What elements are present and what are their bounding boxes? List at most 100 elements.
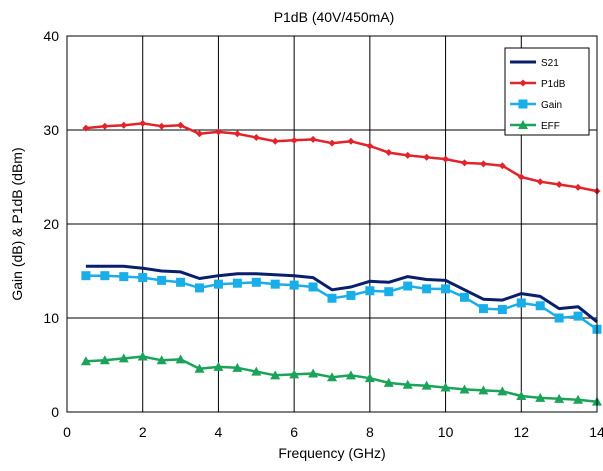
data-point-eff [118, 353, 129, 363]
data-point-p1db [196, 130, 203, 138]
data-point-gain [573, 311, 583, 321]
data-point-eff [156, 355, 167, 365]
data-point-gain [497, 305, 507, 315]
data-point-eff [402, 379, 413, 389]
y-axis-label: Gain (dB) & P1dB (dBm) [9, 147, 25, 300]
series-gain [81, 271, 602, 334]
legend-swatch-marker [518, 99, 528, 109]
x-tick-label: 0 [63, 424, 71, 440]
data-point-gain [365, 286, 375, 296]
data-point-gain [403, 281, 413, 291]
legend-items: S21 P1dB Gain EFF [510, 58, 566, 132]
data-point-eff [497, 386, 508, 396]
data-point-eff [516, 391, 527, 401]
y-tick-label: 10 [43, 310, 59, 326]
data-point-p1db [479, 160, 487, 168]
data-point-p1db [536, 178, 544, 186]
data-point-p1db [290, 136, 298, 144]
series-s21 [85, 264, 598, 323]
data-point-p1db [101, 122, 109, 130]
x-tick-label: 12 [513, 424, 529, 440]
data-point-gain [213, 279, 223, 289]
tick-labels: 0 2 4 6 8 10 12 14 0 10 20 30 40 [43, 28, 603, 440]
series-line-gain [85, 274, 598, 331]
data-point-eff [80, 356, 91, 366]
data-point-gain [460, 292, 469, 302]
data-point-eff [554, 393, 565, 403]
y-tick-label: 20 [43, 216, 59, 232]
series-p1db [82, 119, 601, 195]
data-point-gain [384, 287, 394, 297]
data-point-p1db [82, 124, 90, 132]
data-point-p1db [461, 159, 468, 167]
legend-label: P1dB [541, 79, 566, 90]
x-tick-label: 10 [438, 424, 454, 440]
data-point-p1db [404, 151, 412, 159]
series-line-s21 [85, 264, 598, 323]
data-point-gain [535, 301, 545, 311]
data-point-eff [194, 363, 205, 373]
y-tick-label: 30 [43, 122, 59, 138]
data-point-eff [345, 370, 356, 380]
legend-label: S21 [541, 58, 559, 69]
legend-label: Gain [541, 100, 562, 111]
data-point-p1db [517, 173, 525, 181]
data-point-gain [478, 304, 488, 314]
series-eff [80, 351, 602, 406]
x-axis-label: Frequency (GHz) [278, 445, 385, 461]
data-point-p1db [574, 183, 582, 191]
data-point-gain [327, 293, 337, 303]
data-point-gain [308, 282, 318, 292]
data-point-p1db [385, 149, 393, 157]
data-point-eff [383, 377, 394, 387]
data-point-p1db [347, 137, 355, 145]
data-point-p1db [271, 137, 279, 145]
legend-label: EFF [541, 121, 560, 132]
x-tick-label: 4 [215, 424, 223, 440]
legend-item-gain: Gain [510, 99, 562, 111]
data-point-eff [573, 394, 584, 404]
data-point-p1db [366, 142, 374, 150]
data-point-gain [289, 280, 299, 290]
legend-swatch-marker [519, 79, 527, 87]
data-point-eff [478, 385, 489, 395]
y-tick-label: 40 [43, 28, 59, 44]
data-point-eff [137, 351, 148, 361]
data-point-gain [270, 279, 280, 289]
data-point-gain [441, 284, 451, 294]
legend: S21 P1dB Gain EFF [504, 47, 590, 136]
data-point-p1db [233, 130, 241, 138]
data-point-eff [308, 368, 319, 378]
legend-item-p1db: P1dB [510, 79, 566, 90]
data-point-p1db [498, 162, 506, 170]
data-point-gain [516, 298, 526, 308]
data-point-p1db [555, 181, 563, 189]
data-point-eff [175, 354, 186, 364]
x-tick-label: 2 [139, 424, 147, 440]
data-point-gain [422, 284, 432, 294]
x-tick-label: 14 [589, 424, 603, 440]
data-point-gain [346, 290, 356, 300]
data-point-eff [440, 382, 451, 392]
data-point-p1db [423, 153, 431, 161]
legend-swatch-marker [518, 120, 528, 129]
legend-item-s21: S21 [510, 58, 559, 69]
data-point-p1db [214, 128, 222, 136]
data-point-p1db [139, 119, 147, 127]
data-point-eff [421, 380, 432, 390]
data-point-eff [459, 384, 470, 394]
data-point-eff [364, 373, 375, 383]
data-point-gain [100, 271, 110, 281]
series-layer [80, 119, 602, 406]
data-point-p1db [252, 134, 260, 142]
data-point-eff [270, 370, 281, 380]
data-point-p1db [309, 135, 317, 143]
series-line-p1db [85, 122, 598, 193]
data-point-eff [251, 366, 262, 376]
data-point-eff [327, 372, 337, 382]
data-point-eff [289, 369, 300, 379]
data-point-p1db [442, 155, 450, 163]
series-line-eff [85, 355, 598, 403]
